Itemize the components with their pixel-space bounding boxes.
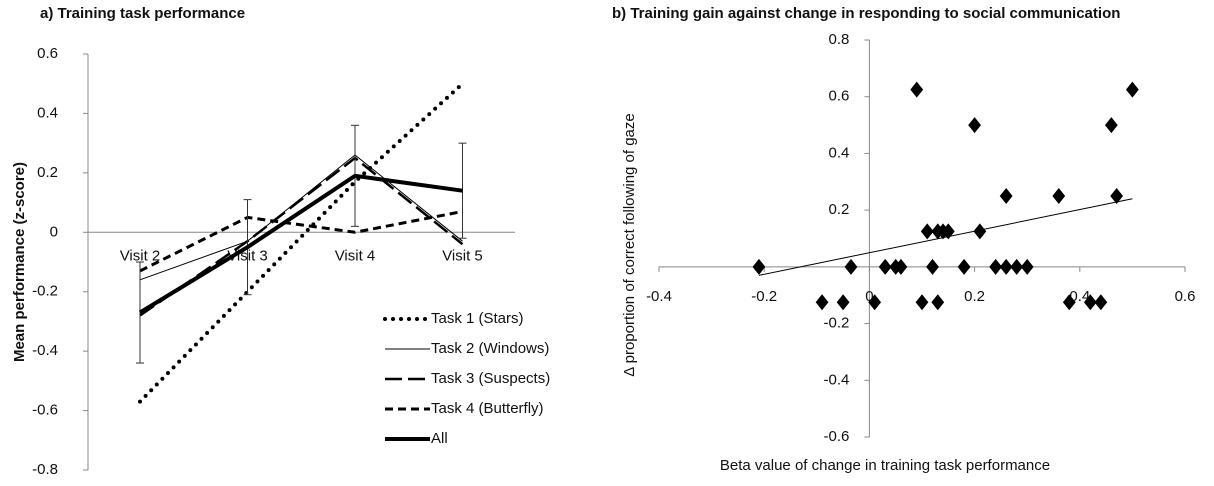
series-line xyxy=(139,210,463,273)
point xyxy=(957,258,971,275)
point xyxy=(1052,187,1066,204)
legend-label: Task 1 (Stars) xyxy=(431,310,524,327)
x-tick-label: Visit 4 xyxy=(335,247,376,264)
y-tick-label: -0.4 xyxy=(32,342,58,359)
x-tick-label: Visit 2 xyxy=(120,247,161,264)
point xyxy=(1083,294,1097,311)
legend-label: Task 4 (Butterfly) xyxy=(431,400,544,417)
y-tick-label: 0.2 xyxy=(829,201,850,218)
y-tick-label: -0.2 xyxy=(32,283,58,300)
legend-label: Task 2 (Windows) xyxy=(431,340,549,357)
point xyxy=(920,223,934,240)
point xyxy=(989,258,1003,275)
point xyxy=(1094,294,1108,311)
y-tick-label: -0.8 xyxy=(32,461,58,478)
x-axis-title: Beta value of change in training task pe… xyxy=(720,457,1050,474)
chart-title: a) Training task performance xyxy=(40,5,245,22)
point xyxy=(968,117,981,134)
trend-line xyxy=(758,198,1133,276)
point xyxy=(1010,258,1024,275)
point xyxy=(999,258,1013,275)
y-tick-label: -0.6 xyxy=(32,402,58,419)
x-tick-label: 0.4 xyxy=(1069,288,1090,305)
point xyxy=(752,258,766,275)
point xyxy=(915,294,929,311)
point xyxy=(931,294,945,311)
x-tick-label: Visit 5 xyxy=(442,247,483,264)
series-line xyxy=(139,154,463,281)
y-tick-label: 0.2 xyxy=(37,164,58,181)
point xyxy=(868,294,882,311)
point xyxy=(1126,81,1139,98)
legend-label: Task 3 (Suspects) xyxy=(431,370,550,387)
y-tick-label: 0.4 xyxy=(37,104,58,121)
point xyxy=(1062,294,1076,311)
series-line xyxy=(139,156,464,317)
point xyxy=(973,223,987,240)
series-line xyxy=(138,81,465,404)
legend-label: All xyxy=(431,430,448,447)
y-tick-label: -0.6 xyxy=(824,428,850,445)
point xyxy=(844,258,858,275)
x-tick-label: 0.2 xyxy=(964,288,985,305)
y-axis-title: Mean performance (z-score) xyxy=(11,162,28,362)
x-tick-label: -0.4 xyxy=(646,288,672,305)
y-tick-label: 0.8 xyxy=(829,31,850,48)
point xyxy=(878,258,892,275)
series-line xyxy=(138,173,463,315)
point xyxy=(894,258,908,275)
point xyxy=(999,187,1013,204)
point xyxy=(926,258,939,275)
y-axis-title: Δ proportion of correct following of gaz… xyxy=(621,113,638,377)
y-tick-label: -0.2 xyxy=(824,315,850,332)
x-tick-label: -0.2 xyxy=(751,288,777,305)
point xyxy=(1110,187,1124,204)
x-tick-label: 0 xyxy=(865,288,873,305)
y-tick-label: 0.6 xyxy=(829,88,850,105)
y-tick-label: -0.4 xyxy=(824,371,850,388)
chart-title: b) Training gain against change in respo… xyxy=(612,5,1120,22)
point xyxy=(836,294,850,311)
point xyxy=(815,294,829,311)
x-tick-label: 0.6 xyxy=(1175,288,1196,305)
y-tick-label: 0.4 xyxy=(829,144,850,161)
y-tick-label: 0.6 xyxy=(37,45,58,62)
point xyxy=(1020,258,1034,275)
y-tick-label: 0 xyxy=(50,223,58,240)
point xyxy=(1104,117,1118,134)
point xyxy=(910,81,924,98)
